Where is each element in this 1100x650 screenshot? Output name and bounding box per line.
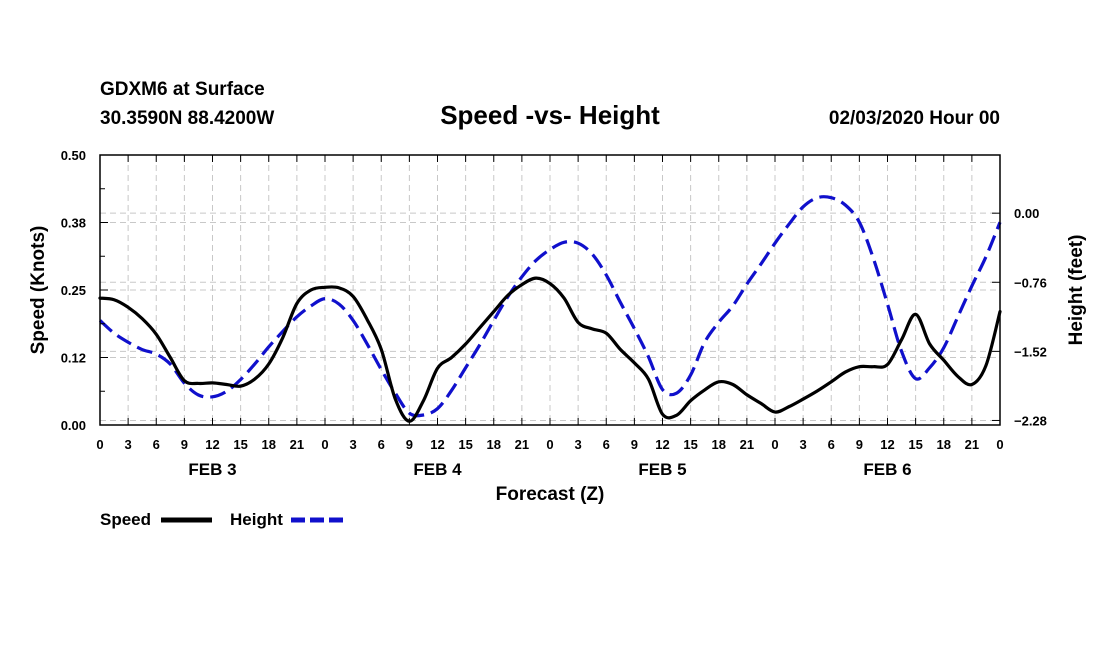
- day-label: FEB 4: [413, 460, 462, 479]
- x-axis-label: Forecast (Z): [496, 484, 605, 505]
- x-tick-label: 3: [125, 437, 132, 452]
- chart-title: Speed -vs- Height: [440, 100, 660, 130]
- x-tick-label: 6: [153, 437, 160, 452]
- day-label: FEB 5: [638, 460, 686, 479]
- x-tick-label: 15: [908, 437, 922, 452]
- x-tick-label: 3: [350, 437, 357, 452]
- series-layer: [98, 195, 1002, 423]
- y-tick-label-left: 0.50: [61, 148, 86, 163]
- x-tick-label: 18: [712, 437, 726, 452]
- day-label: FEB 3: [188, 460, 236, 479]
- x-tick-label: 3: [800, 437, 807, 452]
- x-tick-label: 0: [546, 437, 553, 452]
- legend: Speed Height: [100, 510, 343, 529]
- x-tick-label: 21: [740, 437, 754, 452]
- datetime-label: 02/03/2020 Hour 00: [829, 108, 1000, 129]
- x-tick-label: 0: [96, 437, 103, 452]
- legend-speed-label: Speed: [100, 510, 151, 529]
- y-tick-label-right: 0.00: [1014, 206, 1039, 221]
- x-tick-label: 15: [683, 437, 697, 452]
- axes: 0 3 6 9 12 15 18 21 0 3 6 9 12 15 18 21 0 3 6 9 12 15 18 21 0 3 6 9…: [61, 148, 1047, 479]
- y-tick-label-left: 0.00: [61, 418, 86, 433]
- height-series-line: [98, 195, 1002, 418]
- x-tick-label: 12: [880, 437, 894, 452]
- y-tick-label-left: 0.12: [61, 351, 86, 366]
- speed-series-line: [98, 276, 1002, 423]
- x-tick-label: 9: [856, 437, 863, 452]
- x-tick-label: 3: [575, 437, 582, 452]
- x-tick-label: 18: [262, 437, 276, 452]
- x-tick-label: 12: [655, 437, 669, 452]
- location-label: 30.3590N 88.4200W: [100, 108, 274, 129]
- x-tick-label: 0: [321, 437, 328, 452]
- y-tick-label-right: −0.76: [1014, 275, 1047, 290]
- x-tick-label: 9: [406, 437, 413, 452]
- x-tick-label: 0: [996, 437, 1003, 452]
- x-tick-label: 6: [603, 437, 610, 452]
- station-label: GDXM6 at Surface: [100, 79, 265, 100]
- day-label: FEB 6: [863, 460, 911, 479]
- x-tick-label: 12: [430, 437, 444, 452]
- y-tick-label-left: 0.38: [61, 216, 86, 231]
- x-tick-label: 15: [233, 437, 247, 452]
- x-tick-label: 6: [378, 437, 385, 452]
- x-tick-label: 21: [290, 437, 304, 452]
- x-tick-label: 15: [458, 437, 472, 452]
- x-tick-label: 9: [181, 437, 188, 452]
- x-tick-label: 12: [205, 437, 219, 452]
- legend-height-label: Height: [230, 510, 283, 529]
- x-tick-label: 9: [631, 437, 638, 452]
- y-tick-label-right: −1.52: [1014, 344, 1047, 359]
- x-tick-label: 6: [828, 437, 835, 452]
- y-axis-right-label: Height (feet): [1066, 235, 1087, 346]
- x-tick-label: 0: [771, 437, 778, 452]
- y-tick-label-left: 0.25: [61, 283, 86, 298]
- x-tick-label: 18: [487, 437, 501, 452]
- x-tick-label: 21: [515, 437, 529, 452]
- x-tick-label: 18: [937, 437, 951, 452]
- x-tick-label: 21: [965, 437, 979, 452]
- y-tick-label-right: −2.28: [1014, 413, 1047, 428]
- y-axis-left-label: Speed (Knots): [28, 226, 49, 355]
